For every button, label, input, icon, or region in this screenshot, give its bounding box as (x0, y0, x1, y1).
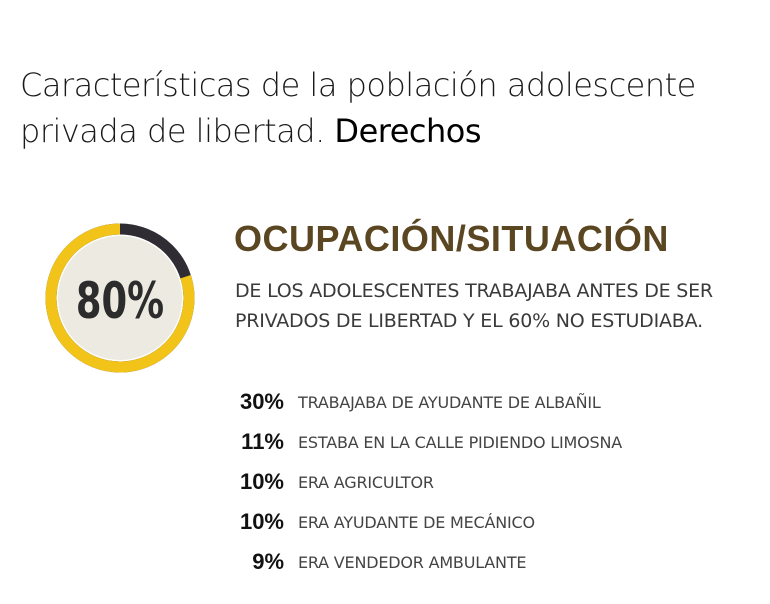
stat-label: ERA AGRICULTOR (298, 472, 434, 492)
stat-label: ERA AYUDANTE DE MECÁNICO (298, 512, 535, 532)
stat-row: 30% TRABAJABA DE AYUDANTE DE ALBAÑIL (210, 382, 750, 422)
stat-row: 10% ERA AGRICULTOR (210, 462, 750, 502)
stat-value: 11% (241, 429, 284, 454)
section-description: DE LOS ADOLESCENTES TRABAJABA ANTES DE S… (235, 280, 713, 332)
stat-value: 30% (239, 389, 284, 414)
section-heading: OCUPACIÓN/SITUACIÓN (234, 218, 669, 259)
donut-center (58, 236, 182, 360)
stat-label: TRABAJABA DE AYUDANTE DE ALBAÑIL (298, 392, 601, 412)
donut-label: 80% (76, 272, 164, 330)
donut-fill-arc (45, 223, 195, 373)
stat-row: 10% ERA AYUDANTE DE MECÁNICO (210, 502, 750, 542)
stat-row: 9% ERA VENDEDOR AMBULANTE (210, 542, 750, 582)
stat-label: ESTABA EN LA CALLE PIDIENDO LIMOSNA (298, 432, 622, 452)
stat-value: 10% (239, 509, 284, 534)
donut-chart: 80% (45, 223, 195, 373)
stat-row: 11% ESTABA EN LA CALLE PIDIENDO LIMOSNA (210, 422, 750, 462)
stat-value: 9% (252, 549, 284, 574)
page-title: Características de la población adolesce… (20, 62, 750, 154)
title-bold: Derechos (334, 112, 482, 150)
title-text: Características de la población adolesce… (20, 66, 696, 150)
stat-value: 10% (239, 469, 284, 494)
stats-list: 30% TRABAJABA DE AYUDANTE DE ALBAÑIL 11%… (210, 382, 750, 582)
stat-label: ERA VENDEDOR AMBULANTE (298, 552, 527, 572)
